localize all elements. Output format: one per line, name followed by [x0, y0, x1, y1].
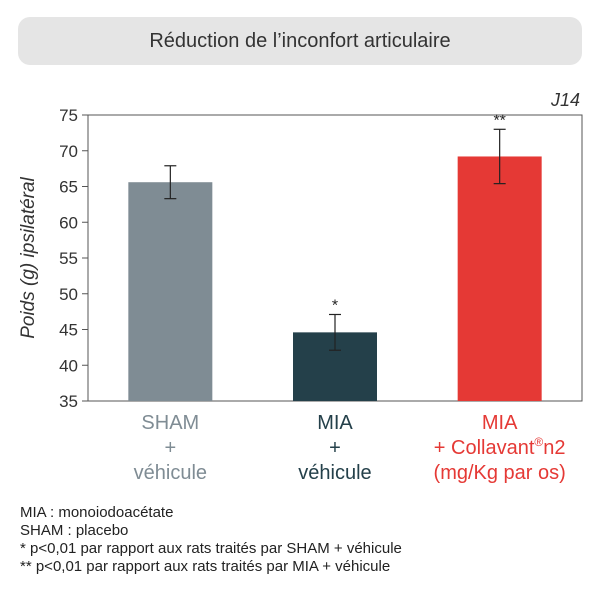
- footnote-line: MIA : monoiodoacétate: [20, 504, 174, 521]
- footnote-line: SHAM : placebo: [20, 522, 129, 539]
- x-tick-label: véhicule: [134, 462, 207, 484]
- x-tick-label: + Collavant®n2: [434, 435, 566, 459]
- significance-marker: *: [332, 297, 338, 314]
- footnote-line: ** p<0,01 par rapport aux rats traités p…: [20, 558, 391, 575]
- x-tick-label: +: [329, 437, 341, 459]
- bar: [457, 156, 542, 401]
- significance-marker: **: [493, 112, 505, 129]
- y-tick-label: 45: [59, 321, 78, 340]
- x-tick-label: +: [164, 437, 176, 459]
- footnotes: MIA : monoiodoacétate SHAM : placebo * p<0…: [20, 504, 402, 576]
- x-tick-label: (mg/Kg par os): [434, 462, 566, 484]
- y-tick-label: 50: [59, 285, 78, 304]
- bars: ***: [128, 112, 542, 401]
- y-tick-label: 65: [59, 178, 78, 197]
- y-tick-label: 60: [59, 213, 78, 232]
- bar-chart: J14 Poids (g) ipsilatéral 35 40 45 50 55 60 65…: [18, 90, 583, 484]
- x-tick-label: véhicule: [298, 462, 371, 484]
- y-axis-ticks: 35 40 45 50 55 60 65 70 75: [59, 106, 88, 411]
- y-tick-label: 35: [59, 392, 78, 411]
- chart-title-banner: Réduction de l’inconfort articulaire: [18, 17, 582, 65]
- x-tick-label: SHAM: [141, 412, 199, 434]
- footnote-line: * p<0,01 par rapport aux rats traités pa…: [20, 540, 402, 557]
- y-axis-label: Poids (g) ipsilatéral: [18, 176, 39, 338]
- bar: [128, 182, 213, 401]
- y-tick-label: 70: [59, 142, 78, 161]
- chart-title: Réduction de l’inconfort articulaire: [149, 29, 451, 52]
- x-tick-label: MIA: [482, 412, 518, 434]
- corner-label: J14: [550, 90, 580, 110]
- y-tick-label: 55: [59, 249, 78, 268]
- x-tick-label: MIA: [317, 412, 353, 434]
- registered-mark: ®: [534, 435, 543, 449]
- y-tick-label: 40: [59, 356, 78, 375]
- product-suffix: n2: [543, 437, 565, 459]
- y-tick-label: 75: [59, 106, 78, 125]
